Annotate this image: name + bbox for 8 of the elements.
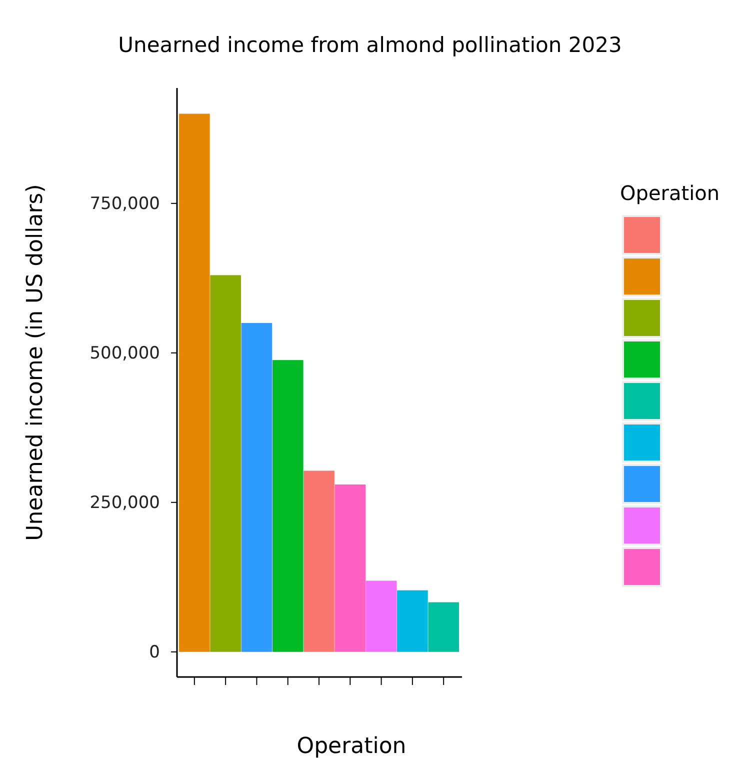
chart-title: Unearned income from almond pollination 2023 — [118, 33, 622, 57]
legend-title: Operation — [620, 181, 720, 205]
y-axis-title: Unearned income (in US dollars) — [23, 184, 48, 541]
y-tick-label: 500,000 — [90, 343, 160, 364]
y-tick-label: 250,000 — [90, 492, 160, 513]
x-axis-title: Operation — [296, 734, 406, 758]
y-tick-label: 0 — [149, 642, 160, 662]
y-tick-label: 750,000 — [90, 194, 160, 214]
